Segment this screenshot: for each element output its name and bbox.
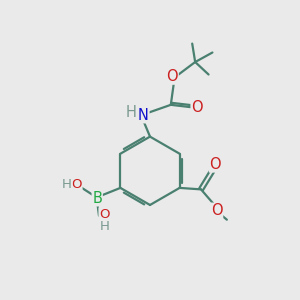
Text: B: B	[92, 191, 102, 206]
Text: O: O	[99, 208, 110, 221]
Text: O: O	[211, 203, 223, 218]
Text: N: N	[138, 108, 149, 123]
Text: H: H	[99, 220, 109, 233]
Text: O: O	[191, 100, 203, 115]
Text: O: O	[209, 157, 221, 172]
Text: O: O	[71, 178, 82, 190]
Text: H: H	[62, 178, 72, 191]
Text: H: H	[125, 105, 136, 120]
Text: O: O	[167, 69, 178, 84]
